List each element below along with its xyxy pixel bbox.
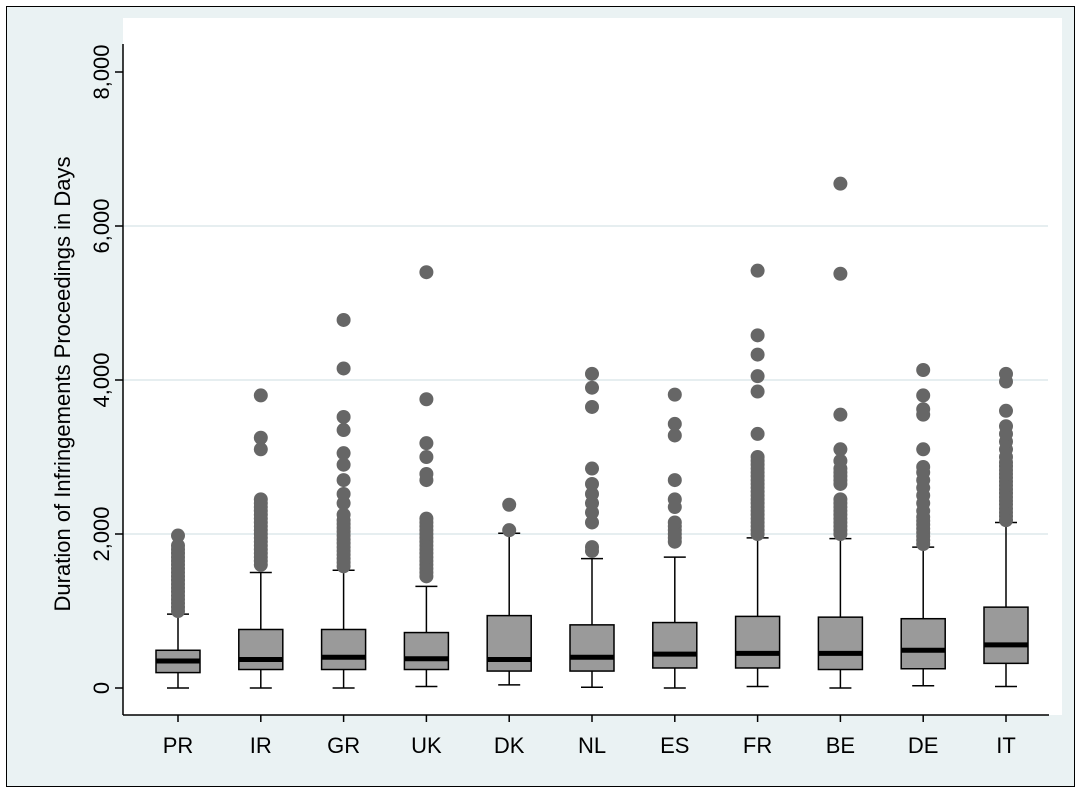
y-tick-label: 4,000	[89, 352, 114, 407]
outlier-point	[585, 380, 599, 395]
x-tick-label: BE	[826, 733, 855, 758]
box-be	[817, 616, 864, 671]
outlier-point	[502, 497, 517, 512]
outlier-point	[667, 473, 682, 488]
outlier-point	[419, 511, 434, 526]
outlier-point	[750, 384, 765, 399]
y-tick-label: 2,000	[89, 506, 114, 561]
outlier-point	[336, 409, 351, 424]
box-gr	[320, 628, 367, 671]
outlier-point	[585, 540, 599, 555]
outlier-point	[336, 486, 351, 501]
outlier-point	[336, 312, 351, 327]
outlier-point	[667, 387, 682, 402]
outlier-point	[916, 402, 931, 417]
outlier-point	[916, 442, 931, 457]
outlier-point	[253, 442, 268, 457]
box-es	[652, 621, 698, 669]
x-tick-label: DK	[494, 733, 525, 758]
box-fr	[734, 615, 781, 669]
outlier-point	[419, 392, 434, 407]
box-nl	[569, 624, 615, 672]
y-tick-label: 6,000	[89, 198, 114, 253]
outlier-point	[999, 403, 1013, 418]
plot-area: 0 2,000 4,000 6,000 8,000 PR IR GR UK DK NL ES FR BE D…	[89, 18, 1062, 758]
outlier-point	[585, 461, 599, 476]
box-it	[983, 606, 1029, 665]
outlier-point	[171, 528, 185, 543]
outlier-point	[585, 399, 599, 414]
y-tick-label: 0	[89, 682, 114, 694]
outlier-point	[336, 473, 351, 488]
outlier-point	[419, 265, 434, 280]
outlier-point	[419, 466, 434, 481]
outlier-point	[253, 430, 268, 445]
x-tick-label: FR	[743, 733, 772, 758]
outlier-point	[999, 366, 1013, 381]
y-tick-label: 8,000	[89, 44, 114, 99]
outlier-point	[667, 515, 682, 530]
outlier-point	[750, 369, 765, 384]
x-tick-label: IT	[996, 733, 1016, 758]
outlier-point	[336, 446, 351, 461]
outlier-point	[750, 263, 765, 278]
outlier-point	[916, 388, 931, 403]
outlier-point	[750, 426, 765, 441]
x-tick-label: UK	[411, 733, 442, 758]
outlier-point	[253, 388, 268, 403]
outlier-point	[750, 347, 765, 362]
outlier-point	[253, 492, 268, 507]
outlier-point	[833, 407, 848, 422]
outlier-point	[336, 361, 351, 376]
outlier-point	[667, 416, 682, 431]
outlier-point	[916, 362, 931, 377]
x-tick-label: PR	[163, 733, 194, 758]
box-ir	[238, 628, 284, 671]
outlier-point	[585, 486, 599, 501]
box-dk	[486, 614, 532, 672]
outlier-point	[833, 492, 848, 507]
outlier-point	[833, 442, 848, 457]
outlier-point	[171, 538, 185, 553]
outlier-point	[833, 176, 848, 191]
outlier-point	[585, 366, 599, 381]
outlier-point	[336, 507, 351, 522]
outlier-point	[585, 515, 599, 530]
outlier-point	[419, 436, 434, 451]
outlier-point	[667, 428, 682, 443]
outlier-point	[585, 476, 599, 491]
box-uk	[403, 631, 450, 671]
x-tick-label: DE	[908, 733, 939, 758]
outlier-point	[336, 457, 351, 472]
y-axis-title: Duration of Infringements Proceedings in…	[50, 157, 75, 612]
outlier-point	[502, 523, 517, 538]
outlier-point	[419, 450, 434, 464]
outlier-point	[750, 450, 765, 464]
outlier-point	[916, 460, 931, 475]
outlier-point	[999, 419, 1013, 434]
outlier-point	[833, 453, 848, 468]
x-tick-label: NL	[578, 733, 606, 758]
box-de	[900, 617, 946, 670]
x-tick-label: GR	[327, 733, 360, 758]
outlier-point	[750, 328, 765, 343]
x-tick-label: ES	[660, 733, 689, 758]
x-tick-label: IR	[250, 733, 272, 758]
outlier-point	[667, 492, 682, 507]
outlier-point	[833, 266, 848, 281]
outlier-point	[336, 423, 351, 438]
